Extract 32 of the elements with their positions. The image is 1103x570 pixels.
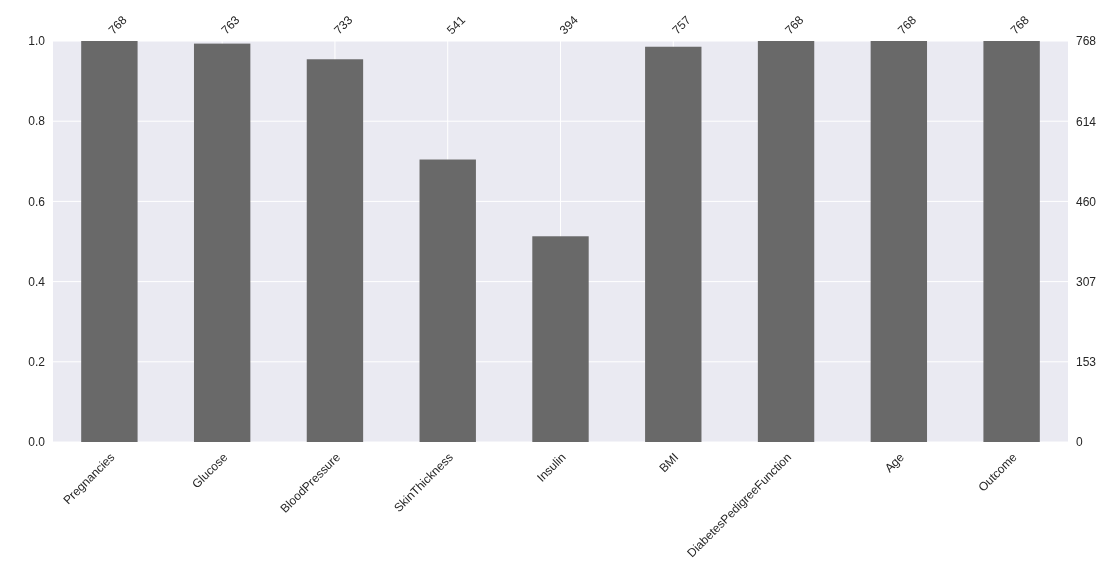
x-tick-label: Age (881, 449, 908, 476)
y2-tick-label: 153 (1076, 355, 1097, 370)
data-label: 541 (443, 12, 469, 38)
bar (419, 159, 476, 442)
y-tick-label: 0.2 (28, 355, 46, 369)
y-tick-label: 0.8 (28, 114, 46, 129)
data-label: 768 (105, 12, 130, 38)
bar (306, 59, 364, 442)
y2-tick-label: 307 (1076, 274, 1097, 289)
x-tick-label: BMI (656, 450, 682, 476)
bar (532, 236, 589, 442)
bar (870, 41, 928, 442)
data-label: 394 (556, 12, 582, 38)
bar (645, 46, 702, 442)
y2-tick-label: 768 (1076, 34, 1097, 49)
bar (81, 41, 138, 442)
y-tick-label: 0.6 (28, 194, 46, 209)
bar (983, 41, 1040, 442)
y2-tick-label: 460 (1076, 195, 1097, 210)
data-label: 768 (1007, 12, 1033, 38)
y-tick-label: 0.0 (28, 435, 46, 450)
y2-tick-label: 614 (1076, 114, 1097, 129)
y-tick-label: 1.0 (28, 34, 46, 49)
data-label: 768 (782, 12, 807, 38)
data-label: 757 (669, 12, 694, 38)
y-tick-label: 0.4 (28, 274, 46, 289)
bar (757, 41, 815, 442)
y2-tick-label: 0 (1076, 435, 1083, 450)
data-label: 733 (331, 12, 356, 38)
data-label: 763 (218, 12, 243, 38)
data-label: 768 (895, 12, 920, 38)
bar (193, 43, 251, 442)
